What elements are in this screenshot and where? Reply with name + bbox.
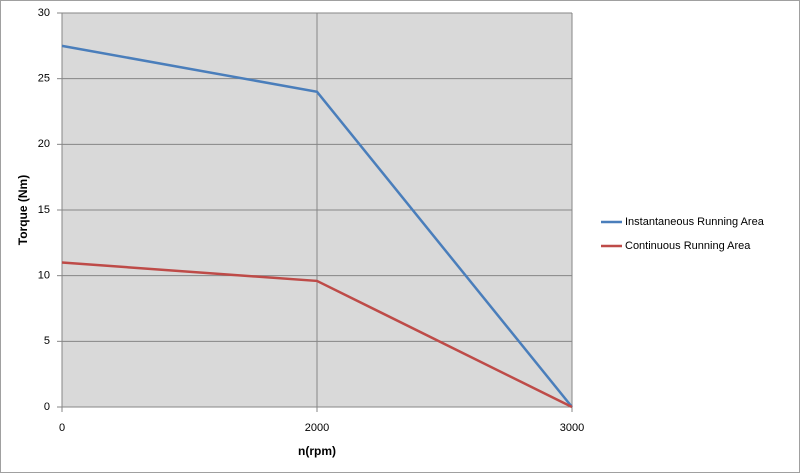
y-tick-label: 30 xyxy=(38,7,50,19)
y-tick-label: 0 xyxy=(44,401,50,413)
x-tick-label: 0 xyxy=(59,422,65,434)
y-tick-label: 10 xyxy=(38,270,50,282)
legend-label: Instantaneous Running Area xyxy=(625,216,765,228)
y-axis-title: Torque (Nm) xyxy=(16,175,30,245)
y-tick-label: 5 xyxy=(44,335,50,347)
x-tick-label: 3000 xyxy=(560,422,584,434)
series-line xyxy=(61,44,573,408)
y-tick-label: 25 xyxy=(38,73,50,85)
y-tick-label: 15 xyxy=(38,204,50,216)
legend-label: Continuous Running Area xyxy=(625,240,751,252)
x-axis-title: n(rpm) xyxy=(298,444,336,458)
series-line xyxy=(61,261,573,409)
y-tick-label: 20 xyxy=(38,138,50,150)
x-tick-label: 2000 xyxy=(305,422,329,434)
